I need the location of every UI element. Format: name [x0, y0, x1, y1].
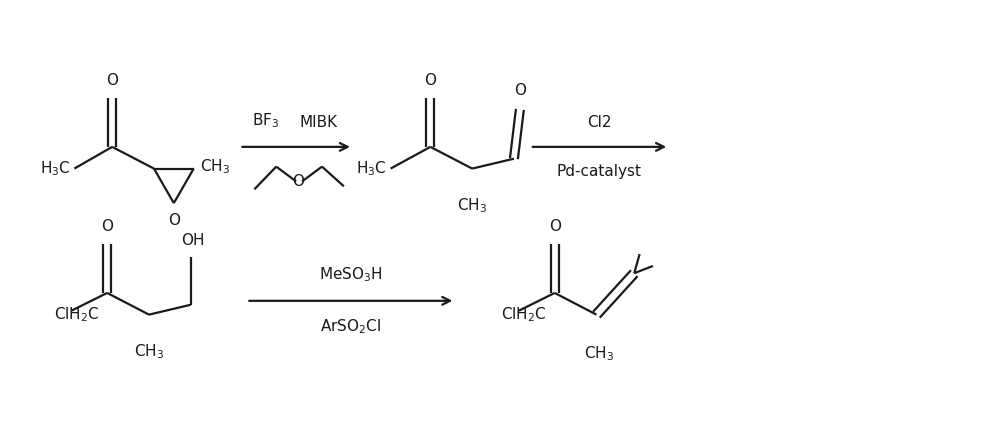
Text: O: O	[514, 83, 526, 98]
Text: $\mathregular{ClH_2C}$: $\mathregular{ClH_2C}$	[54, 305, 99, 324]
Text: $\mathregular{CH_3}$: $\mathregular{CH_3}$	[584, 344, 615, 363]
Text: MIBK: MIBK	[300, 115, 338, 130]
Text: Pd-catalyst: Pd-catalyst	[557, 164, 642, 179]
Text: $\mathregular{ArSO_2Cl}$: $\mathregular{ArSO_2Cl}$	[320, 318, 381, 336]
Text: $\mathregular{MeSO_3H}$: $\mathregular{MeSO_3H}$	[319, 265, 383, 284]
Text: $\mathregular{CH_3}$: $\mathregular{CH_3}$	[134, 342, 164, 361]
Text: $\mathregular{BF_3}$: $\mathregular{BF_3}$	[252, 112, 279, 130]
Text: O: O	[549, 219, 561, 234]
Text: $\mathregular{H_3C}$: $\mathregular{H_3C}$	[356, 159, 387, 178]
Text: $\mathregular{ClH_2C}$: $\mathregular{ClH_2C}$	[501, 305, 547, 324]
Text: $\mathregular{CH_3}$: $\mathregular{CH_3}$	[200, 157, 230, 176]
Text: Cl2: Cl2	[587, 115, 612, 130]
Text: $\mathregular{CH_3}$: $\mathregular{CH_3}$	[457, 196, 487, 215]
Text: OH: OH	[181, 232, 204, 248]
Text: O: O	[292, 174, 304, 189]
Text: $\mathregular{H_3C}$: $\mathregular{H_3C}$	[40, 159, 70, 178]
Text: O: O	[101, 219, 113, 234]
Text: O: O	[168, 213, 180, 228]
Text: O: O	[424, 73, 436, 88]
Text: O: O	[106, 73, 118, 88]
